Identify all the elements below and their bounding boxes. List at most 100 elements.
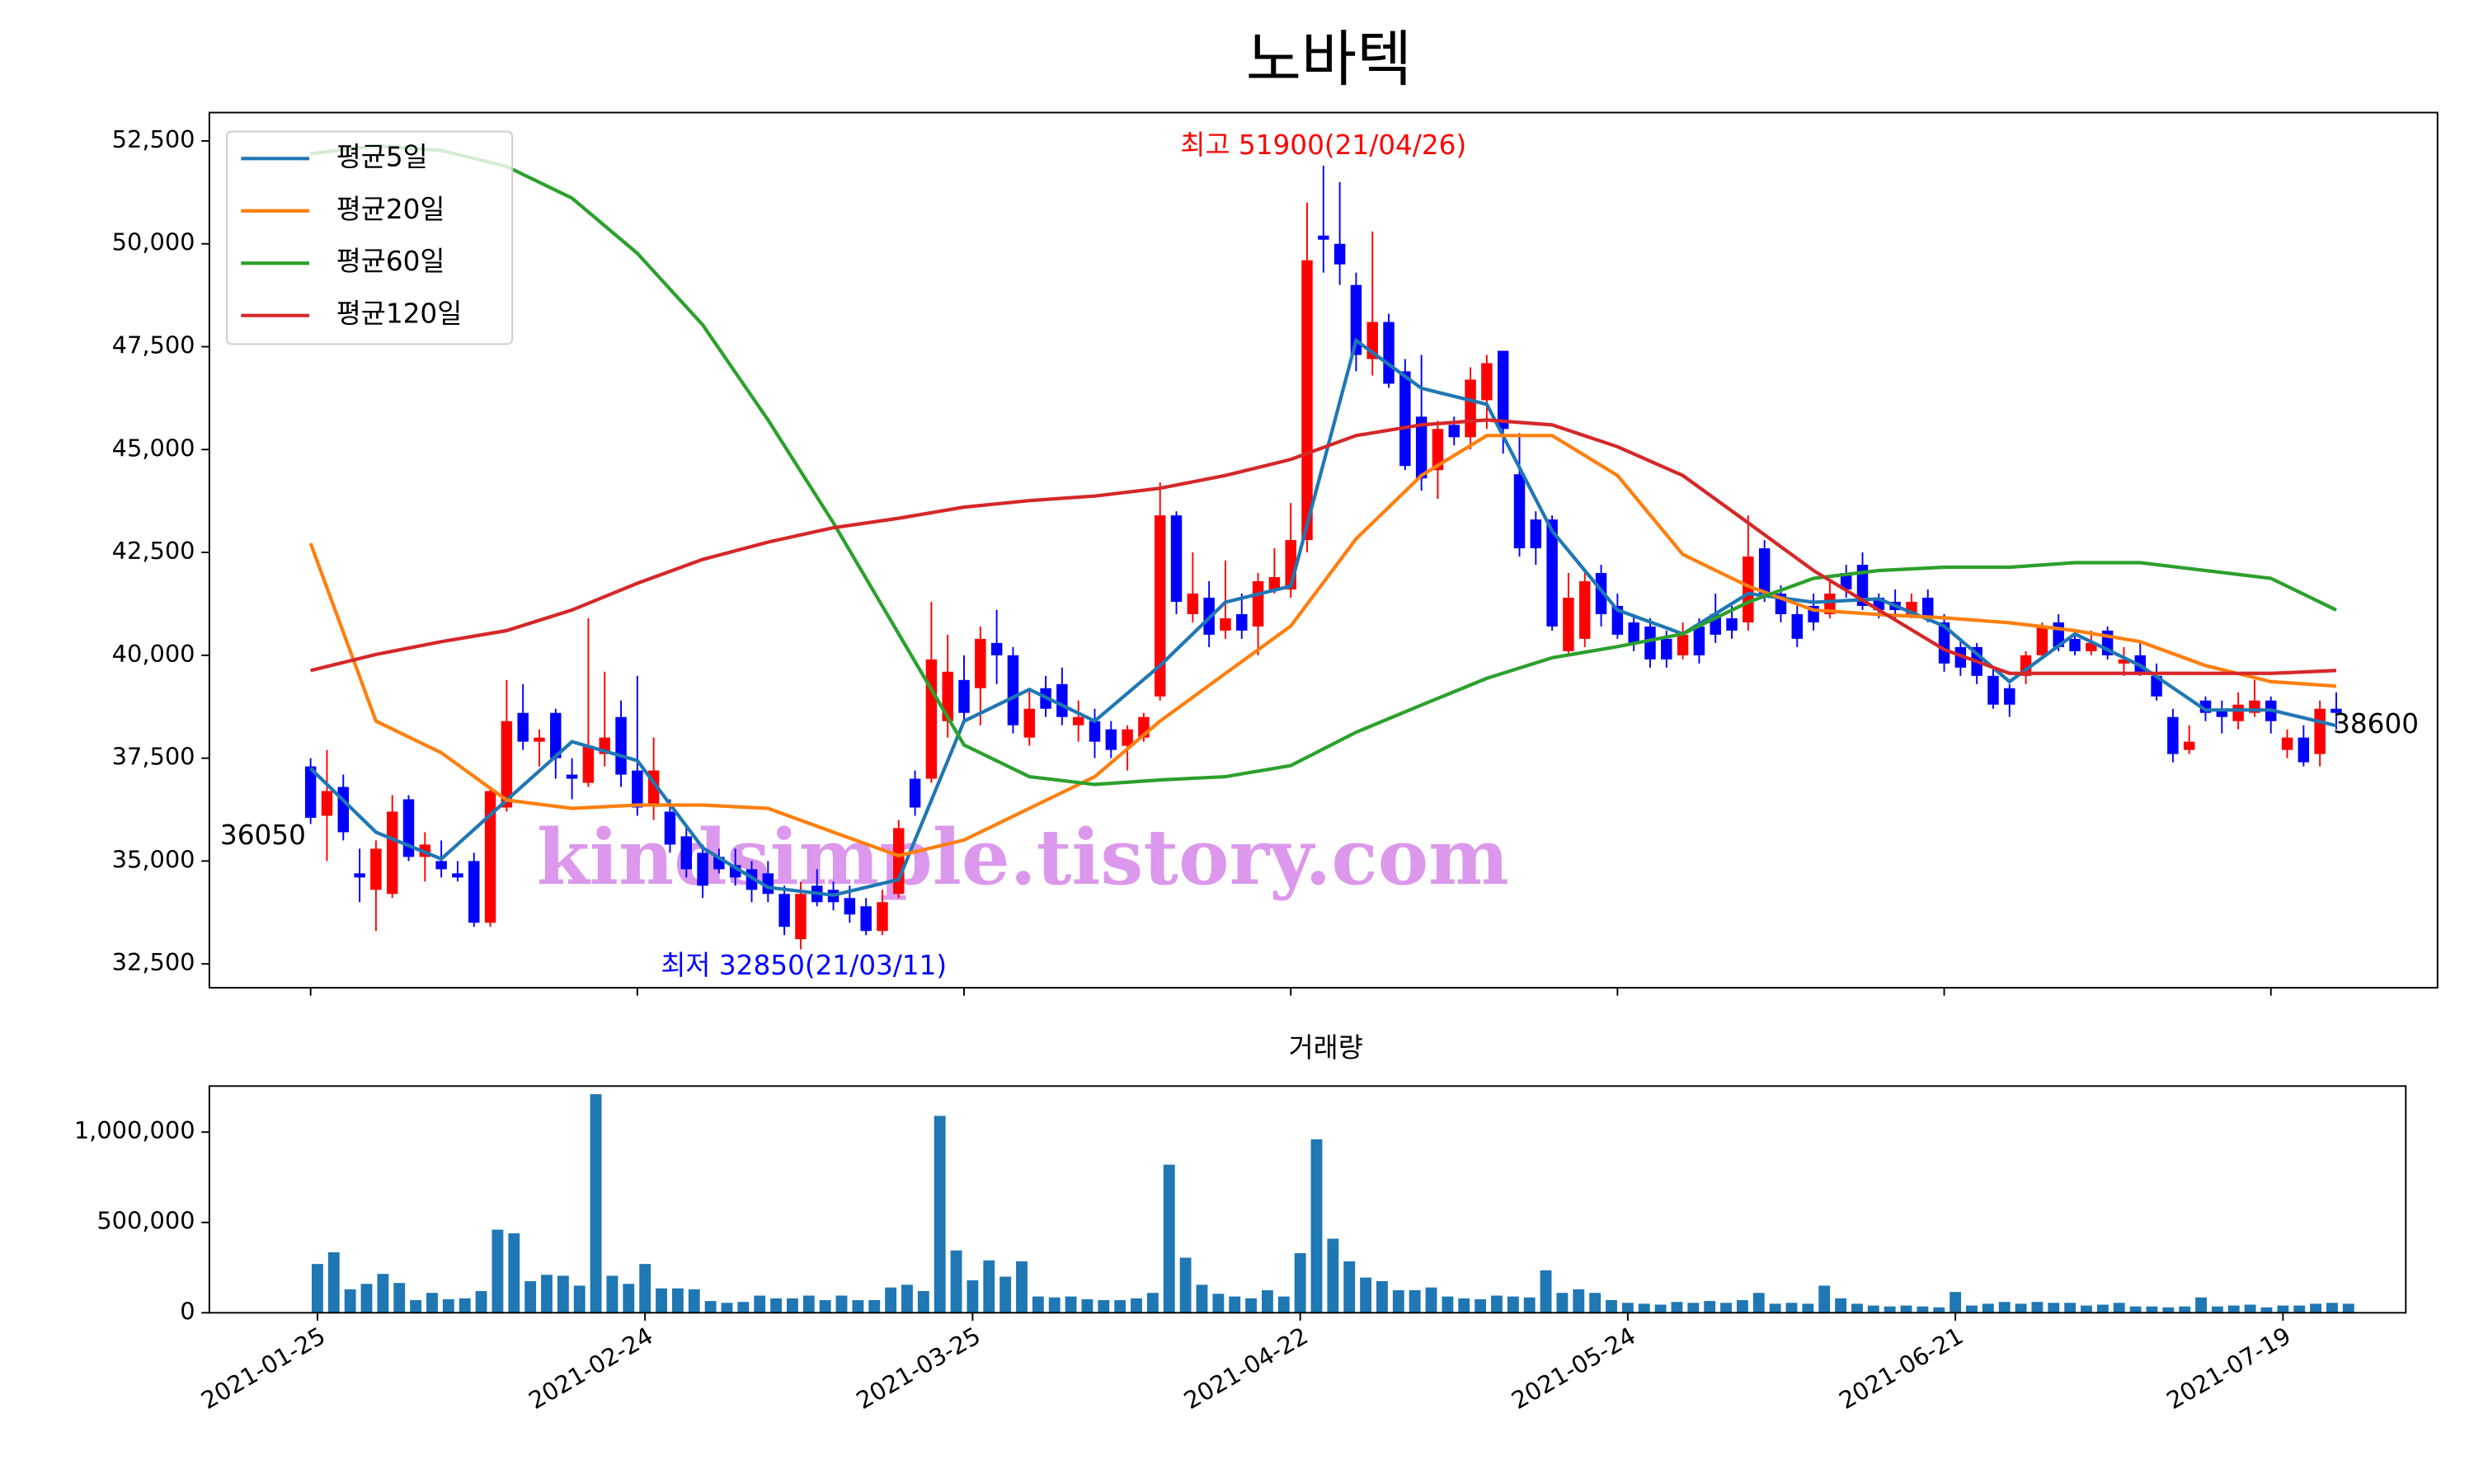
candle-body <box>1383 322 1395 384</box>
chart-title: 노바텍 <box>1246 25 1413 95</box>
volume-bar <box>1245 1298 1257 1313</box>
annotation: 최고 51900(21/04/26) <box>1180 129 1466 161</box>
candle-body <box>2281 737 2293 750</box>
candle-body <box>1007 655 1019 726</box>
volume-bar <box>344 1289 356 1313</box>
ma-line <box>309 337 2337 897</box>
candle-body <box>1922 597 1934 618</box>
candle-body <box>632 770 643 808</box>
volume-bar <box>1523 1297 1536 1313</box>
volume-bar <box>852 1299 864 1313</box>
candle-body <box>1693 626 1705 655</box>
volume-bar <box>1867 1305 1879 1313</box>
volume-bar <box>377 1274 389 1313</box>
volume-bar <box>2015 1303 2027 1313</box>
volume-bar <box>917 1291 929 1313</box>
legend-label: 평균5일 <box>336 141 428 172</box>
volume-bar <box>1277 1296 1290 1313</box>
candle-body <box>1824 593 1836 614</box>
candle-body <box>975 638 986 688</box>
volume-bar <box>1229 1296 1241 1313</box>
volume-bar <box>1671 1302 1683 1313</box>
candle-body <box>1791 613 1803 639</box>
volume-bar <box>688 1289 700 1313</box>
candle-body <box>1187 593 1199 614</box>
volume-bar <box>1507 1296 1519 1313</box>
volume-bar <box>1802 1303 1814 1313</box>
ma-line <box>308 434 2337 858</box>
candle-body <box>2183 741 2195 750</box>
y-tick-label: 37,500 <box>112 743 195 771</box>
candle-body <box>1432 429 1444 471</box>
annotation: 36050 <box>220 819 306 851</box>
volume-bar <box>1654 1304 1667 1313</box>
volume-bar <box>1606 1299 1617 1313</box>
volume-bar <box>410 1299 422 1313</box>
candle-body <box>697 852 708 886</box>
volume-bar <box>1884 1306 1896 1313</box>
candle-body <box>1628 622 1639 643</box>
candle-body <box>1546 519 1558 627</box>
volume-bar <box>541 1275 553 1313</box>
candle-body <box>1595 573 1607 614</box>
volume-bar <box>2326 1303 2338 1313</box>
candle-body <box>2086 642 2097 651</box>
candle-body <box>321 791 333 816</box>
y-tick-label: 0 <box>180 1297 195 1325</box>
candle-body <box>2331 708 2342 713</box>
candle-body <box>1497 350 1509 430</box>
volume-bar <box>2310 1303 2321 1313</box>
candle-body <box>1023 708 1035 738</box>
volume-bar <box>1638 1303 1650 1313</box>
y-tick-label: 35,000 <box>112 845 195 873</box>
candle-body <box>550 712 562 758</box>
plot-area <box>208 111 2439 989</box>
candle-body <box>1743 556 1754 622</box>
volume-bar <box>1851 1303 1863 1313</box>
volume-bar <box>1917 1306 1929 1313</box>
volume-bar <box>2129 1306 2142 1313</box>
candle-body <box>1252 580 1264 627</box>
volume-bar <box>1131 1298 1142 1313</box>
candle-body <box>1301 260 1313 541</box>
annotation: 38600 <box>2333 708 2419 740</box>
volume-bar <box>1163 1164 1175 1313</box>
candle-body <box>1220 618 1231 631</box>
volume-bar <box>983 1260 995 1313</box>
candle-body <box>2004 688 2015 705</box>
candle-body <box>354 873 365 878</box>
volume-bar <box>1327 1238 1339 1313</box>
candle-body <box>1350 284 1362 355</box>
candle-body <box>1399 371 1411 467</box>
volume-bar <box>639 1264 651 1313</box>
volume-bar <box>1179 1257 1192 1313</box>
y-tick-label: 1,000,000 <box>74 1116 195 1144</box>
candle-body <box>517 712 529 742</box>
volume-bar <box>2227 1305 2240 1313</box>
candle-body <box>1938 622 1950 664</box>
candle-body <box>1072 716 1084 726</box>
candle-body <box>1056 683 1068 717</box>
candle-body <box>566 774 578 779</box>
volume-bar <box>1475 1298 1487 1313</box>
volume-bar <box>508 1233 520 1313</box>
volume-bar <box>1392 1289 1404 1313</box>
volume-bar <box>327 1252 340 1313</box>
volume-bar <box>623 1284 635 1313</box>
legend-box <box>226 130 514 345</box>
candle-body <box>615 716 627 775</box>
candle-body <box>1661 638 1672 660</box>
volume-bar <box>1016 1261 1028 1313</box>
volume-bar <box>459 1298 471 1313</box>
candle-body <box>1579 580 1591 639</box>
candle-body <box>501 721 513 808</box>
volume-bar <box>426 1293 438 1313</box>
volume-bar <box>1704 1301 1716 1313</box>
volume-bar <box>2031 1302 2044 1313</box>
volume-bar <box>1409 1289 1421 1313</box>
candle-body <box>1170 515 1183 602</box>
candle-body <box>860 906 872 932</box>
candle-body <box>1105 729 1117 750</box>
volume-bar <box>2277 1305 2289 1313</box>
